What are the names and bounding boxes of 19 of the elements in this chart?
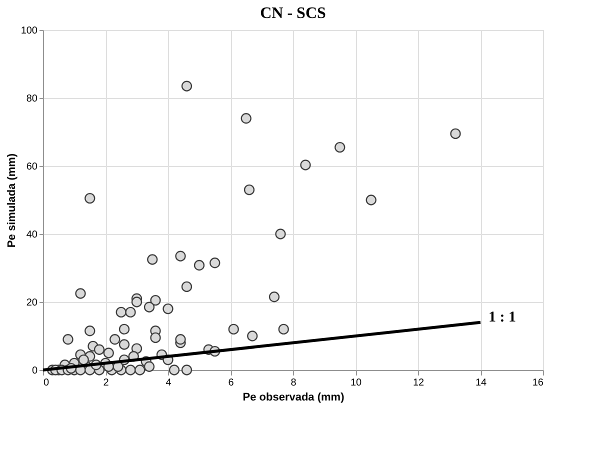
x-tick-label: 14 (475, 378, 487, 388)
x-tick-label: 12 (412, 378, 424, 388)
y-tick-label: 0 (32, 366, 38, 376)
series-label: 1 : 1 (488, 309, 516, 326)
y-tick-label: 60 (26, 162, 38, 172)
chart-title: CN - SCS (260, 5, 326, 22)
x-tick-label: 10 (350, 378, 362, 388)
x-tick-label: 0 (44, 378, 50, 388)
x-axis-title: Pe observada (mm) (242, 392, 345, 404)
x-tick-label: 6 (228, 378, 234, 388)
y-tick-label: 40 (26, 230, 38, 240)
y-tick-label: 80 (26, 94, 38, 104)
x-tick-label: 8 (290, 378, 297, 388)
y-tick-label: 100 (20, 26, 38, 36)
x-tick-label: 2 (103, 378, 110, 388)
y-axis-title: Pe simulada (mm) (6, 153, 18, 248)
x-tick-label: 4 (166, 378, 172, 388)
y-tick-label: 20 (26, 298, 38, 308)
x-tick-label: 16 (532, 378, 544, 388)
